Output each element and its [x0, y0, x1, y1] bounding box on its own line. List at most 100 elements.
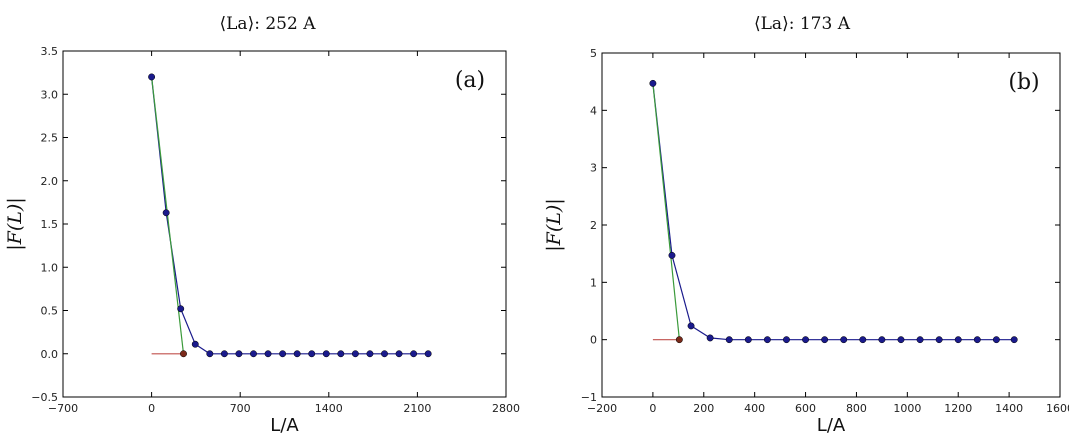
- x-tick-label: 800: [846, 402, 867, 415]
- data-point: [162, 209, 170, 217]
- data-point: [148, 73, 156, 81]
- plot-frame: [62, 50, 507, 398]
- chart-panel-a: ⟨La⟩: 252 A −0.5 0.0 0.5 1.0 1.5 2.0 2.5 3.0 3.5…: [4, 14, 520, 436]
- x-tick-label: 0: [649, 402, 656, 415]
- data-point: [649, 79, 657, 87]
- x-tick: 700: [230, 51, 251, 415]
- x-tick-label: 700: [230, 402, 251, 415]
- y-tick-label: 2.5: [41, 132, 59, 145]
- intercept-point: [675, 336, 683, 344]
- x-tick-label: 400: [744, 402, 765, 415]
- panel-annotation: (b): [1008, 70, 1039, 95]
- data-point: [293, 350, 301, 358]
- data-point: [706, 334, 714, 342]
- y-tick: 1.0: [41, 261, 506, 274]
- data-point: [351, 350, 359, 358]
- data-point: [366, 350, 374, 358]
- y-tick-label: 1.5: [41, 218, 59, 231]
- x-tick: 2800: [492, 51, 520, 415]
- plot-frame: [601, 52, 1061, 398]
- chart-panel-b: ⟨La⟩: 173 A −1 0 1 2 3 4 5 −200 0 200 400 600 800 100…: [535, 0, 1069, 436]
- y-tick: 2.5: [41, 132, 506, 145]
- y-tick: 2.0: [41, 175, 506, 188]
- x-tick: 1200: [944, 53, 972, 415]
- y-tick: 1: [590, 276, 1060, 289]
- y-tick: 1.5: [41, 218, 506, 231]
- data-point: [954, 336, 962, 344]
- x-tick-label: 2800: [492, 402, 520, 415]
- data-point: [206, 350, 214, 358]
- x-tick-label: 200: [693, 402, 714, 415]
- x-tick: 200: [693, 53, 714, 415]
- y-tick-label: 4: [590, 104, 597, 117]
- x-tick: 1400: [315, 51, 343, 415]
- data-point: [410, 350, 418, 358]
- data-point: [235, 350, 243, 358]
- x-tick-label: 1200: [944, 402, 972, 415]
- y-tick-label: 5: [590, 47, 597, 60]
- x-tick-label: 600: [795, 402, 816, 415]
- x-tick-label: 1000: [893, 402, 921, 415]
- x-tick: 1400: [995, 53, 1023, 415]
- y-tick-label: 0.0: [41, 348, 59, 361]
- chart-a-svg: −0.5 0.0 0.5 1.0 1.5 2.0 2.5 3.0 3.5 −700 0 700 1400…: [4, 45, 520, 436]
- data-point: [935, 336, 943, 344]
- data-point: [191, 340, 199, 348]
- data-point: [322, 350, 330, 358]
- x-tick: −200: [587, 53, 617, 415]
- y-tick: 0.5: [41, 305, 506, 318]
- y-tick-label: 0.5: [41, 305, 59, 318]
- data-point: [424, 350, 432, 358]
- data-point: [337, 350, 345, 358]
- data-point: [878, 336, 886, 344]
- y-axis-label: |F(L)|: [4, 197, 26, 250]
- data-point: [840, 336, 848, 344]
- data-point: [250, 350, 257, 358]
- panel-annotation: (a): [455, 68, 485, 93]
- x-tick: 1000: [893, 53, 921, 415]
- data-point: [763, 336, 771, 344]
- data-point: [783, 336, 790, 344]
- x-tick-label: 1600: [1046, 402, 1069, 415]
- data-point: [1010, 336, 1018, 344]
- x-tick-label: 0: [148, 402, 155, 415]
- y-tick-label: −1: [581, 391, 597, 404]
- y-tick-label: 3: [590, 162, 597, 175]
- y-tick-label: 2: [590, 219, 597, 232]
- y-axis-label: |F(L)|: [543, 198, 565, 251]
- data-point: [668, 251, 676, 259]
- x-tick: 1600: [1046, 53, 1069, 415]
- intercept-point: [180, 350, 187, 358]
- y-tick: 2: [590, 219, 1060, 232]
- chart-title: ⟨La⟩: 252 A: [219, 14, 316, 34]
- data-point: [177, 305, 185, 313]
- x-tick-label: 1400: [315, 402, 343, 415]
- chart-b-svg: −1 0 1 2 3 4 5 −200 0 200 400 600 800 1000 1200 1400 160…: [543, 47, 1069, 436]
- series-line: [652, 83, 680, 340]
- data-point: [897, 336, 905, 344]
- x-tick: 400: [744, 53, 765, 415]
- x-tick-label: −200: [587, 402, 617, 415]
- y-tick-label: 2.0: [41, 175, 59, 188]
- y-tick-label: −0.5: [31, 391, 58, 404]
- x-tick-label: 1400: [995, 402, 1023, 415]
- y-tick: 0.0: [41, 348, 506, 361]
- data-point: [916, 336, 924, 344]
- data-point: [992, 336, 1000, 344]
- data-point: [308, 350, 316, 358]
- y-tick: 5: [590, 47, 1060, 60]
- x-tick-label: 2100: [403, 402, 431, 415]
- y-tick-label: 1: [590, 276, 597, 289]
- y-tick-label: 1.0: [41, 261, 59, 274]
- data-point: [381, 350, 388, 358]
- x-axis-label: L/A: [817, 415, 846, 436]
- y-tick: −1: [581, 391, 1060, 404]
- y-tick: 3.0: [41, 88, 506, 101]
- data-point: [973, 336, 981, 344]
- data-point: [279, 350, 287, 358]
- x-tick: 600: [795, 53, 816, 415]
- y-tick: 4: [590, 104, 1060, 117]
- chart-title: ⟨La⟩: 173 A: [754, 14, 850, 34]
- data-point: [725, 336, 733, 344]
- data-point: [744, 336, 752, 344]
